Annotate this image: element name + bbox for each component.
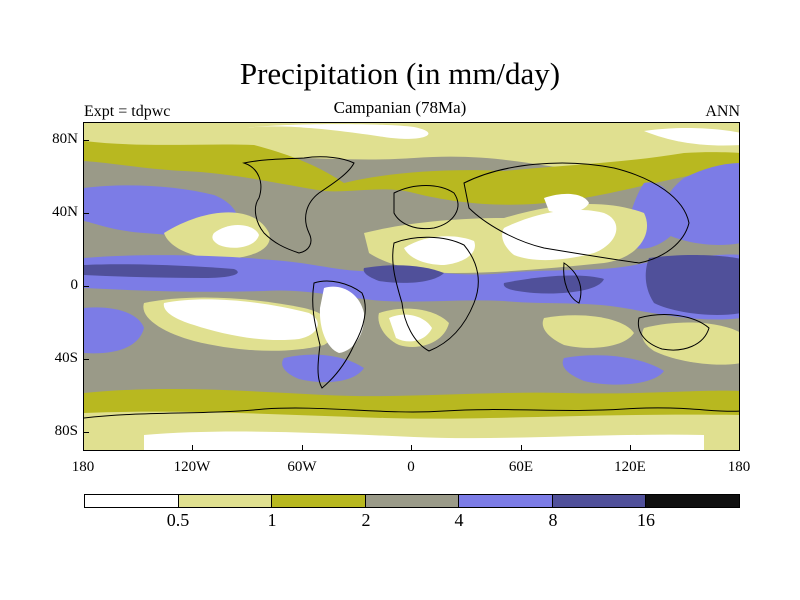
coastline-india: [563, 262, 582, 304]
colorbar: [84, 494, 740, 508]
coastline-antarctica: [84, 407, 739, 419]
north-africa-desert: [404, 236, 475, 265]
colorbar-label: 4: [454, 510, 464, 530]
colorbar-label: 16: [637, 510, 655, 530]
y-tick-label: 80S: [54, 423, 78, 439]
northeast-wet-zone: [660, 163, 739, 245]
colorbar-box: [646, 495, 740, 507]
itcz-central: [363, 265, 444, 283]
asia-desert-patch: [544, 193, 589, 213]
itcz-east: [645, 255, 739, 315]
precipitation-map: [83, 122, 740, 451]
north-olive-band: [84, 141, 739, 205]
arctic-white-zone-east: [644, 127, 739, 146]
y-tick-label: 40S: [54, 350, 78, 366]
coastline-north-america: [242, 156, 355, 254]
arctic-white-zone: [244, 124, 429, 139]
coastline-europe: [393, 185, 459, 230]
x-tick-mark: [302, 445, 303, 451]
x-tick-label: 180: [727, 459, 751, 475]
asia-desert: [502, 209, 617, 261]
coastline-south-america: [312, 280, 366, 389]
y-tick-label: 80N: [52, 131, 78, 147]
colorbar-box: [85, 495, 179, 507]
y-tick-mark: [83, 286, 89, 287]
nw-subtropical-desert: [212, 224, 259, 248]
map-title: Precipitation (in mm/day): [239, 56, 561, 91]
colorbar-box: [459, 495, 553, 507]
coastline-africa: [392, 236, 479, 352]
y-tick-mark: [83, 432, 89, 433]
south-blue-band-east: [562, 355, 664, 385]
x-tick-mark: [192, 445, 193, 451]
x-tick-label: 60E: [508, 459, 534, 475]
south-pacific-desert: [163, 299, 318, 341]
arctic-dry-band: [84, 123, 739, 173]
colorbar-label: 2: [361, 510, 371, 530]
precipitation-map-svg: [84, 123, 739, 450]
x-tick-mark: [521, 445, 522, 451]
south-blue-band-west: [84, 307, 144, 354]
x-tick-label: 120E: [614, 459, 646, 475]
x-tick-label: 0: [407, 459, 415, 475]
y-tick-mark: [83, 140, 89, 141]
y-tick-mark: [83, 213, 89, 214]
antarctic-white-zone: [144, 431, 704, 450]
coastlines: [84, 156, 739, 419]
colorbar-box: [178, 495, 273, 507]
colorbar-label: 1: [267, 510, 277, 530]
x-tick-label: 60W: [287, 459, 317, 475]
indian-ocean-dry-zone: [542, 315, 634, 348]
colorbar-box: [552, 495, 647, 507]
colorbar-box: [272, 495, 366, 507]
x-tick-label: 120W: [173, 459, 211, 475]
experiment-label: Expt = tdpwc: [84, 103, 171, 120]
season-label: ANN: [705, 103, 740, 120]
colorbar-box: [365, 495, 460, 507]
x-tick-mark: [630, 445, 631, 451]
itcz-west: [84, 264, 238, 278]
x-tick-mark: [411, 445, 412, 451]
coastline-asia: [463, 162, 690, 264]
equatorial-wet-band: [84, 254, 739, 320]
map-subtitle: Campanian (78Ma): [333, 98, 467, 117]
south-east-dry-zone: [642, 322, 739, 365]
y-tick-label: 0: [70, 277, 79, 293]
x-tick-label: 180: [71, 459, 95, 475]
south-atlantic-desert: [389, 314, 432, 342]
y-tick-mark: [83, 359, 89, 360]
south-america-desert: [319, 286, 365, 353]
south-blue-band-central: [282, 354, 364, 383]
y-tick-label: 40N: [52, 204, 78, 220]
colorbar-label: 8: [548, 510, 558, 530]
colorbar-label: 0.5: [166, 510, 190, 530]
coastline-australia: [637, 314, 710, 351]
